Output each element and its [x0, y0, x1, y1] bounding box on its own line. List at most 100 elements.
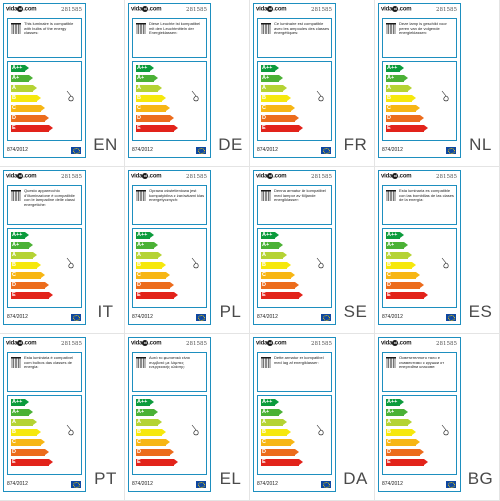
energy-class-bar: C: [136, 272, 170, 279]
energy-class-bar: A++: [386, 399, 404, 406]
bulb-icon: [316, 90, 324, 102]
bulb-icon: [66, 257, 74, 269]
energy-class-bar: A++: [386, 232, 404, 239]
energy-class-bar: A+: [136, 409, 158, 416]
eu-flag-icon: [446, 314, 456, 321]
compatibility-box: Diese Leuchte ist kompatibel mit den Leu…: [132, 18, 207, 58]
brand-logo: vida xl .com: [381, 6, 412, 13]
brand-suffix: .com: [23, 173, 37, 180]
energy-class-bar: B: [261, 95, 291, 102]
energy-class-bar: B: [386, 95, 416, 102]
eu-flag-icon: [321, 481, 331, 488]
language-code: BG: [467, 469, 494, 488]
energy-class-bar: A++: [11, 232, 29, 239]
regulation-code: 874/2012: [132, 147, 153, 153]
energy-class-bar: E: [386, 125, 428, 132]
energy-class-bar: A: [261, 252, 287, 259]
language-code: FR: [343, 135, 368, 154]
brand-logo: vida xl .com: [256, 173, 287, 180]
ceiling-lamp-icon: [136, 190, 146, 201]
brand-suffix: .com: [273, 340, 287, 347]
energy-class-bar: A+: [386, 75, 408, 82]
brand-suffix: .com: [398, 340, 412, 347]
regulation-code: 874/2012: [132, 314, 153, 320]
eu-flag-icon: [446, 481, 456, 488]
compatibility-text: Dette armatur er kompatibel med lag af e…: [274, 355, 324, 365]
energy-scale: A++ A+ A B C D E: [132, 395, 207, 475]
eu-flag-icon: [446, 147, 456, 154]
compatibility-text: Αυτό το φωτιστικό είναι συμβατό με λάμπε…: [149, 355, 190, 370]
label-cell: vida xl .com 281585 Αυτό το φωτιστικό είνα…: [125, 334, 250, 501]
energy-class-bar: A: [261, 85, 287, 92]
compatibility-box: Deze lamp is geschikt voor peren van de …: [382, 18, 457, 58]
compatibility-text: Esta luminária é compatível com bulbos d…: [24, 355, 74, 370]
language-code: SE: [343, 302, 368, 321]
compatibility-box: This luminaire is compatible with bulbs …: [7, 18, 82, 58]
energy-class-bar: A: [386, 419, 412, 426]
language-code: PT: [94, 469, 117, 488]
brand-suffix: .com: [148, 340, 162, 347]
energy-class-bar: A: [386, 252, 412, 259]
energy-class-bar: C: [136, 439, 170, 446]
energy-label-card: vida xl .com 281585 This luminaire is comp…: [3, 3, 86, 158]
language-code: NL: [469, 135, 492, 154]
bulb-icon: [66, 90, 74, 102]
energy-class-bar: A+: [136, 242, 158, 249]
brand-suffix: .com: [273, 173, 287, 180]
energy-class-bar: A++: [261, 65, 279, 72]
energy-scale: A++ A+ A B C D E: [7, 228, 82, 308]
bulb-icon: [66, 424, 74, 436]
product-sku: 281585: [61, 341, 82, 347]
language-code: IT: [97, 302, 114, 321]
ceiling-lamp-icon: [386, 357, 396, 368]
regulation-code: 874/2012: [382, 147, 403, 153]
brand-logo: vida xl .com: [6, 173, 37, 180]
compatibility-text: Осветителното тяло е съвместимо с крушки…: [399, 355, 445, 370]
energy-class-bar: C: [261, 439, 295, 446]
regulation-code: 874/2012: [382, 481, 403, 487]
brand-name: vida: [381, 6, 393, 13]
compatibility-box: Dette armatur er kompatibel med lag af e…: [257, 352, 332, 392]
compatibility-box: Esta luminária é compatível com bulbos d…: [7, 352, 82, 392]
energy-class-bar: D: [11, 449, 49, 456]
eu-flag-icon: [196, 481, 206, 488]
energy-class-bar: D: [136, 282, 174, 289]
label-cell: vida xl .com 281585 Esta luminária é compa…: [0, 334, 125, 501]
bulb-icon: [316, 424, 324, 436]
brand-name: vida: [256, 340, 268, 347]
bulb-icon: [441, 257, 449, 269]
energy-class-bar: B: [11, 262, 41, 269]
bulb-icon: [441, 90, 449, 102]
brand-logo: vida xl .com: [381, 340, 412, 347]
brand-name: vida: [6, 173, 18, 180]
label-cell: vida xl .com 281585 Oprawa oświetleniowa j…: [125, 167, 250, 334]
energy-class-bar: E: [136, 459, 178, 466]
compatibility-text: Denna armatur är kompatibel med lampor a…: [274, 188, 326, 203]
energy-label-card: vida xl .com 281585 Oprawa oświetleniowa j…: [128, 170, 211, 325]
eu-flag-icon: [321, 314, 331, 321]
label-cell: vida xl .com 281585 This luminaire is comp…: [0, 0, 125, 167]
product-sku: 281585: [311, 341, 332, 347]
bulb-icon: [316, 257, 324, 269]
energy-label-card: vida xl .com 281585 Denna armatur är kompa…: [253, 170, 336, 325]
label-cell: vida xl .com 281585 Ce luminaire est compa…: [250, 0, 375, 167]
brand-name: vida: [256, 6, 268, 13]
label-cell: vida xl .com 281585 Esta luminaria es comp…: [375, 167, 500, 334]
energy-class-bar: B: [11, 95, 41, 102]
product-sku: 281585: [436, 7, 457, 13]
energy-class-bar: B: [386, 429, 416, 436]
ceiling-lamp-icon: [11, 357, 21, 368]
regulation-code: 874/2012: [132, 481, 153, 487]
energy-class-bar: D: [136, 449, 174, 456]
product-sku: 281585: [311, 174, 332, 180]
product-sku: 281585: [61, 174, 82, 180]
energy-class-bar: B: [261, 262, 291, 269]
language-code: DE: [218, 135, 243, 154]
energy-class-bar: A++: [261, 399, 279, 406]
energy-label-card: vida xl .com 281585 Esta luminária é compa…: [3, 337, 86, 492]
compatibility-box: Questo apparecchio d'illuminazione è com…: [7, 185, 82, 225]
eu-flag-icon: [196, 147, 206, 154]
language-code: EL: [219, 469, 242, 488]
energy-scale: A++ A+ A B C D E: [257, 228, 332, 308]
energy-class-bar: A+: [11, 75, 33, 82]
